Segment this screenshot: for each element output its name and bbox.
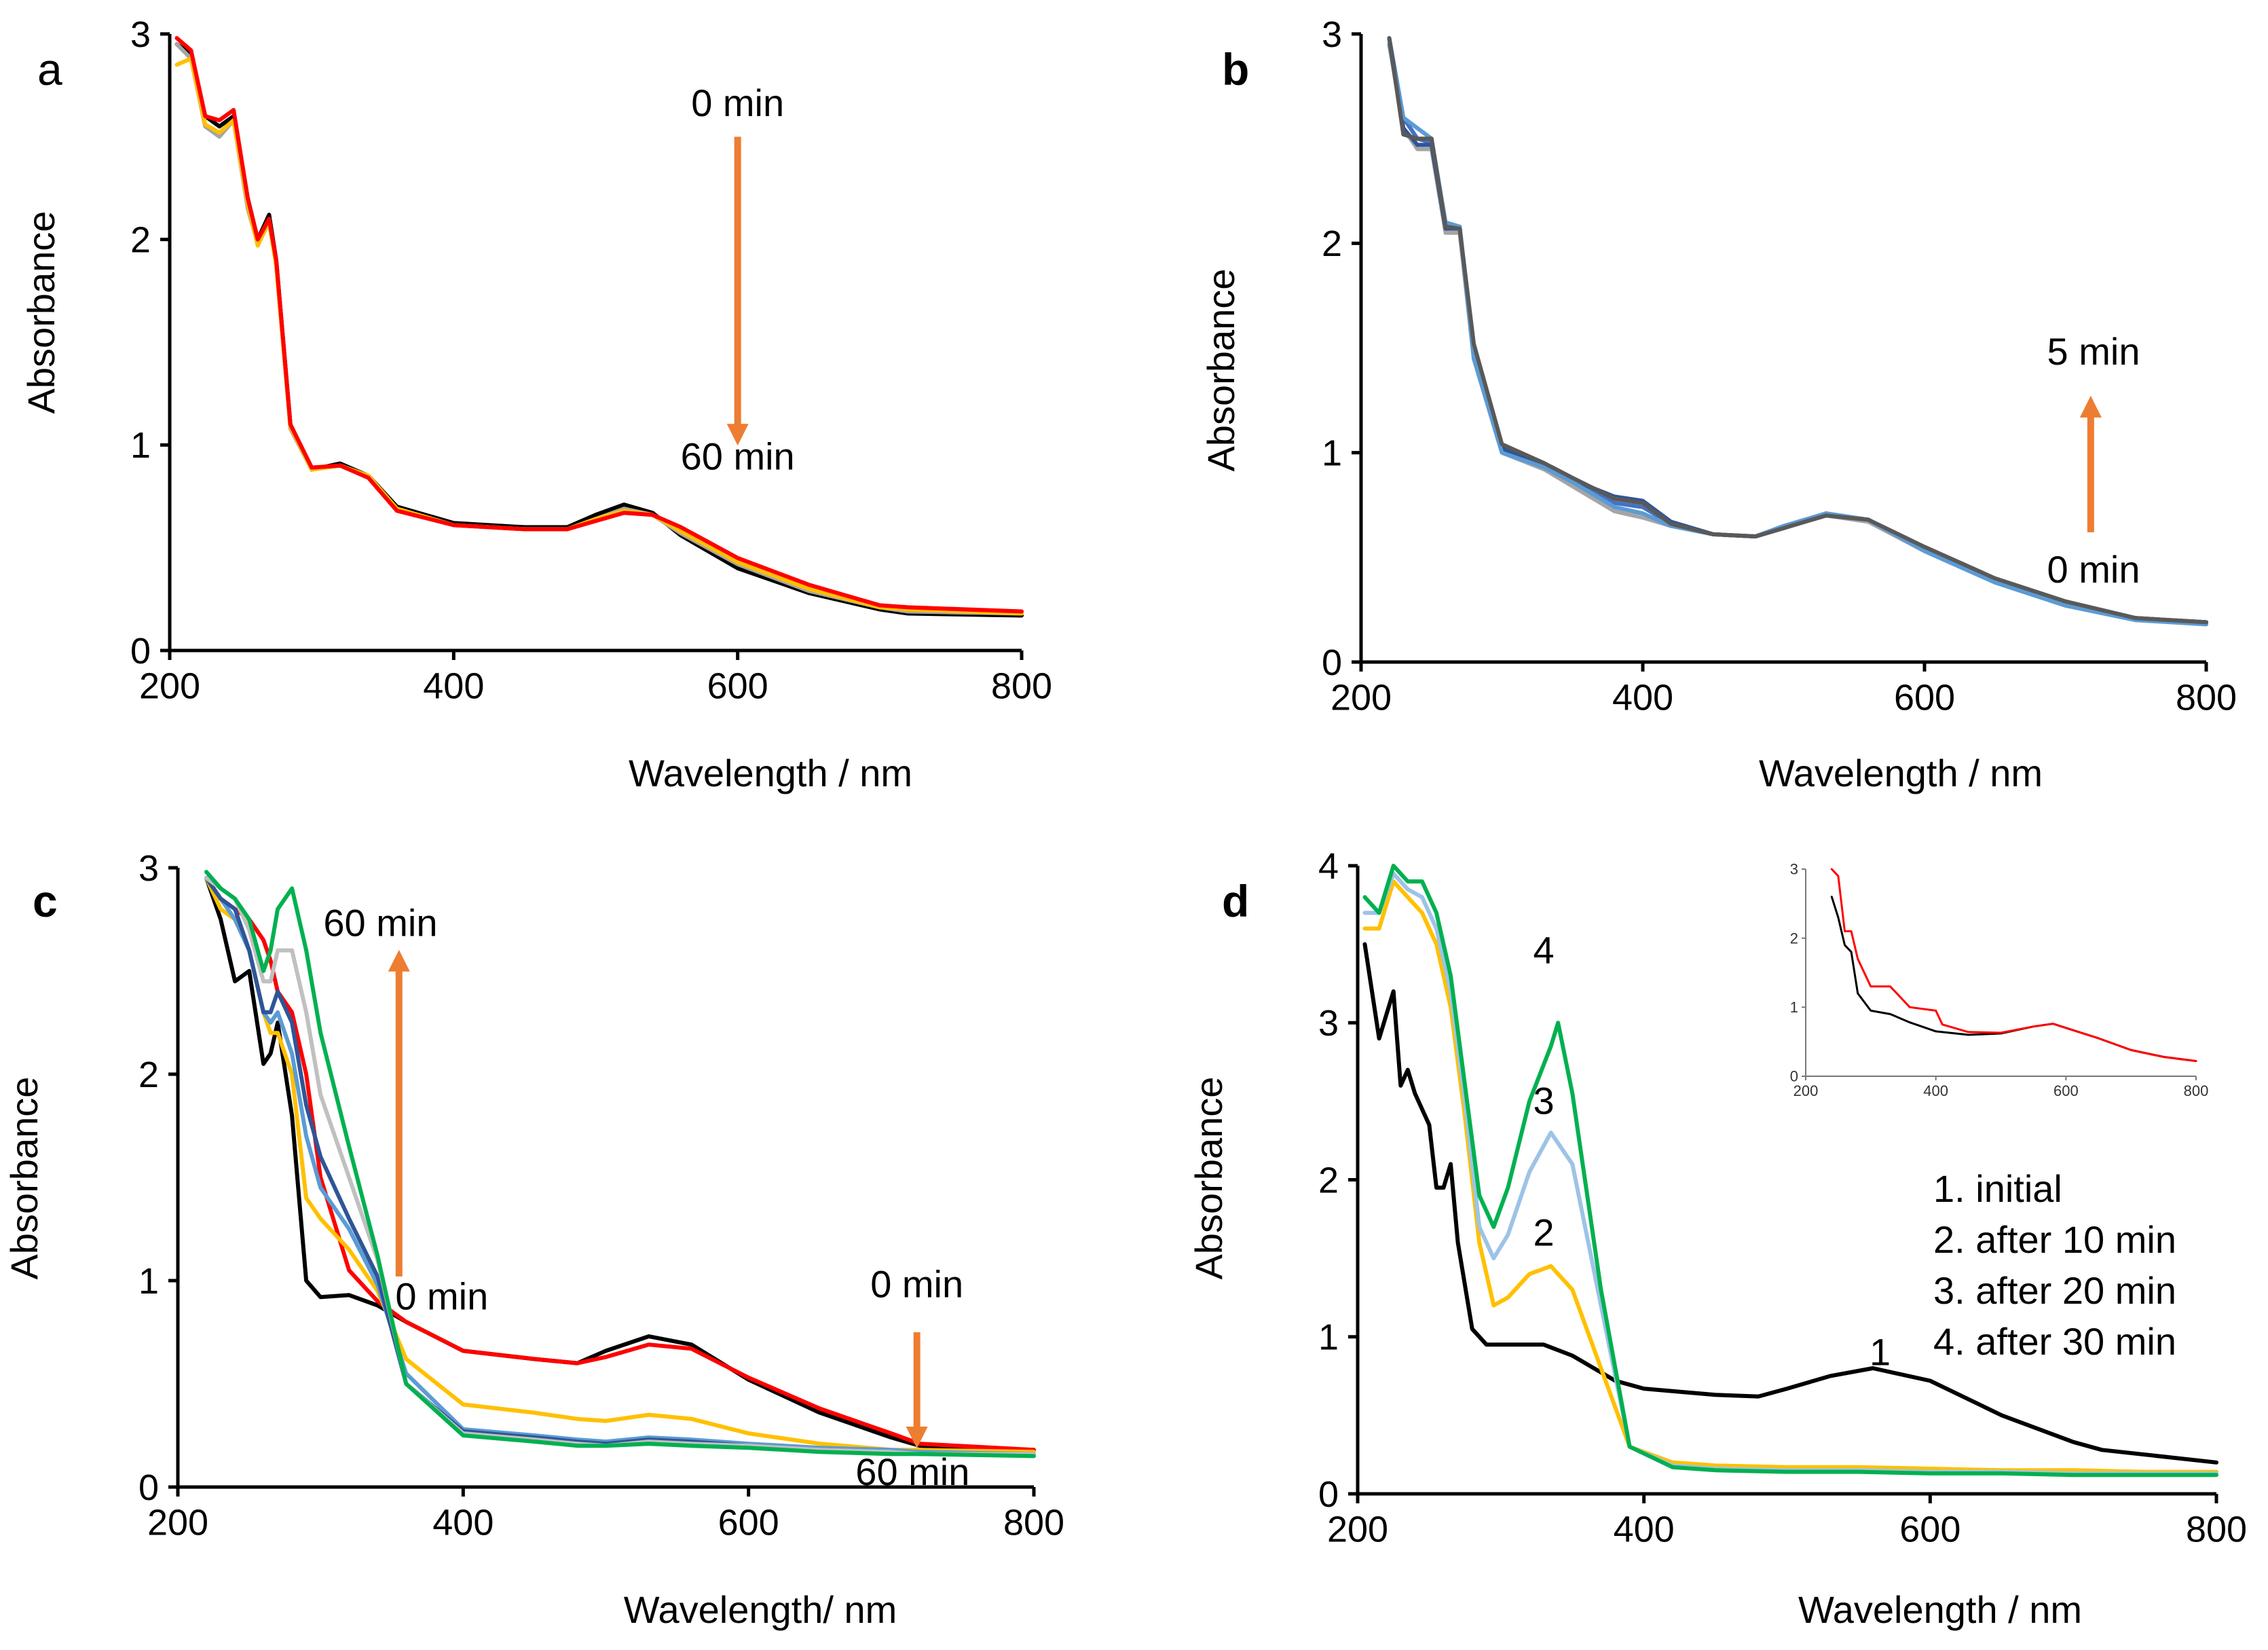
inset-ytick-label: 1 <box>1790 999 1798 1016</box>
chart-a-ytick-label: 1 <box>130 425 151 466</box>
chart-c: Absorbance Wavelength/ nm 0 1 2 3 200 400 600 8… <box>3 848 1064 1631</box>
chart-d-inset: 0 1 2 3 200 400 600 800 <box>1790 861 2209 1099</box>
chart-c-series-1 <box>204 876 1036 1452</box>
chart-d-legend: 1. initial 2. after 10 min 3. after 20 m… <box>1933 1167 2176 1363</box>
inset-xtick-label: 800 <box>2184 1082 2209 1099</box>
chart-c-annotation-1: 0 min <box>395 1275 488 1318</box>
chart-d-curve-label-2: 2 <box>1533 1211 1555 1254</box>
chart-c-series-5 <box>204 876 1036 1456</box>
chart-a: Absorbance Wavelength / nm 0 1 2 3 200 400 600… <box>20 14 1052 794</box>
chart-b-ytick-label: 1 <box>1322 433 1342 474</box>
chart-d-ytick-label: 3 <box>1318 1003 1339 1044</box>
chart-a-ytick-label: 3 <box>130 14 151 55</box>
chart-c-series-6 <box>204 870 1036 1459</box>
chart-d-series-3 <box>1362 864 2218 1478</box>
chart-b-ylabel: Absorbance <box>1200 269 1242 472</box>
chart-b-series-4 <box>1387 36 2208 625</box>
chart-c-ylabel: Absorbance <box>3 1077 45 1280</box>
legend-item-2: 2. after 10 min <box>1933 1218 2176 1261</box>
chart-c-series-3 <box>204 876 1036 1456</box>
chart-c-annotation-3: 60 min <box>855 1450 969 1493</box>
chart-c-annotation-0: 60 min <box>323 901 437 944</box>
chart-b-xlabel: Wavelength / nm <box>1759 752 2043 794</box>
chart-b-xtick-label: 200 <box>1331 678 1392 718</box>
chart-a-xtick-label: 400 <box>423 666 484 707</box>
panel-letter-a: a <box>37 44 62 94</box>
chart-d-curve-label-3: 3 <box>1533 1079 1555 1122</box>
chart-c-ytick-label: 3 <box>138 848 159 889</box>
panel-letter-b: b <box>1222 44 1249 94</box>
chart-d-xtick-label: 200 <box>1327 1509 1388 1550</box>
chart-c-annotation-2: 0 min <box>870 1262 963 1305</box>
chart-b-annotation-0: 5 min <box>2047 330 2140 373</box>
chart-d-series-1 <box>1362 879 2218 1474</box>
chart-d: Absorbance Wavelength / nm 1. initial 2.… <box>1187 846 2247 1631</box>
chart-c-ytick-label: 0 <box>138 1467 159 1508</box>
chart-a-xlabel: Wavelength / nm <box>629 752 912 794</box>
chart-c-ytick-label: 2 <box>138 1055 159 1095</box>
chart-b-ytick-label: 3 <box>1322 14 1342 55</box>
inset-ytick-label: 0 <box>1790 1068 1798 1085</box>
chart-a-xtick-label: 800 <box>991 666 1052 707</box>
panel-letter-c: c <box>33 876 58 926</box>
chart-a-xtick-label: 600 <box>707 666 768 707</box>
chart-a-series-3 <box>174 36 1024 614</box>
chart-a-ytick-label: 0 <box>130 631 151 672</box>
panel-letter-d: d <box>1222 876 1249 926</box>
legend-item-3: 3. after 20 min <box>1933 1269 2176 1312</box>
chart-b-ytick-label: 0 <box>1322 642 1342 683</box>
inset-xtick-label: 400 <box>1923 1082 1948 1099</box>
chart-d-ytick-label: 4 <box>1318 846 1339 887</box>
chart-b-xtick-label: 400 <box>1612 678 1673 718</box>
chart-d-series-2 <box>1362 871 2218 1475</box>
chart-c-xlabel: Wavelength/ nm <box>624 1588 897 1631</box>
chart-c-xtick-label: 800 <box>1003 1503 1064 1543</box>
chart-d-ytick-label: 1 <box>1318 1317 1339 1358</box>
chart-d-ytick-label: 2 <box>1318 1160 1339 1200</box>
inset-xtick-label: 600 <box>2053 1082 2079 1099</box>
chart-a-ylabel: Absorbance <box>20 211 62 414</box>
chart-b: Absorbance Wavelength / nm 0 1 2 3 200 400 600… <box>1200 14 2237 794</box>
chart-c-xtick-label: 400 <box>432 1503 494 1543</box>
chart-b-xtick-label: 600 <box>1894 678 1955 718</box>
chart-a-series-1 <box>174 42 1024 616</box>
chart-c-series-2 <box>204 876 1036 1454</box>
chart-b-annotation-1: 0 min <box>2047 548 2140 591</box>
chart-d-xtick-label: 400 <box>1614 1509 1675 1550</box>
chart-c-xtick-label: 200 <box>147 1503 208 1543</box>
inset-xtick-label: 200 <box>1793 1082 1819 1099</box>
chart-a-xtick-label: 200 <box>139 666 200 707</box>
chart-d-xlabel: Wavelength / nm <box>1798 1588 2082 1631</box>
chart-c-series-0 <box>204 876 1036 1452</box>
inset-series-0 <box>1830 896 2197 1063</box>
inset-ytick-label: 3 <box>1790 861 1798 878</box>
chart-d-xtick-label: 600 <box>1899 1509 1960 1550</box>
chart-d-curve-label-4: 4 <box>1533 928 1555 971</box>
chart-a-annotation-1: 60 min <box>681 435 795 478</box>
chart-d-xtick-label: 800 <box>2186 1509 2247 1550</box>
chart-d-ylabel: Absorbance <box>1187 1077 1230 1280</box>
chart-a-annotation-0: 0 min <box>691 81 784 124</box>
legend-item-1: 1. initial <box>1933 1167 2062 1210</box>
chart-c-ytick-label: 1 <box>138 1261 159 1302</box>
chart-a-series-0 <box>174 42 1024 618</box>
legend-item-4: 4. after 30 min <box>1933 1320 2176 1363</box>
inset-ytick-label: 2 <box>1790 930 1798 947</box>
chart-c-series-4 <box>204 876 1036 1456</box>
chart-d-series-0 <box>1362 942 2218 1465</box>
inset-series-1 <box>1830 868 2197 1063</box>
chart-d-ytick-label: 0 <box>1318 1474 1339 1515</box>
chart-c-xtick-label: 600 <box>718 1503 779 1543</box>
chart-b-ytick-label: 2 <box>1322 223 1342 264</box>
chart-a-series-2 <box>174 56 1024 616</box>
chart-a-ytick-label: 2 <box>130 220 151 261</box>
chart-d-curve-label-1: 1 <box>1870 1330 1891 1373</box>
chart-b-xtick-label: 800 <box>2176 678 2237 718</box>
